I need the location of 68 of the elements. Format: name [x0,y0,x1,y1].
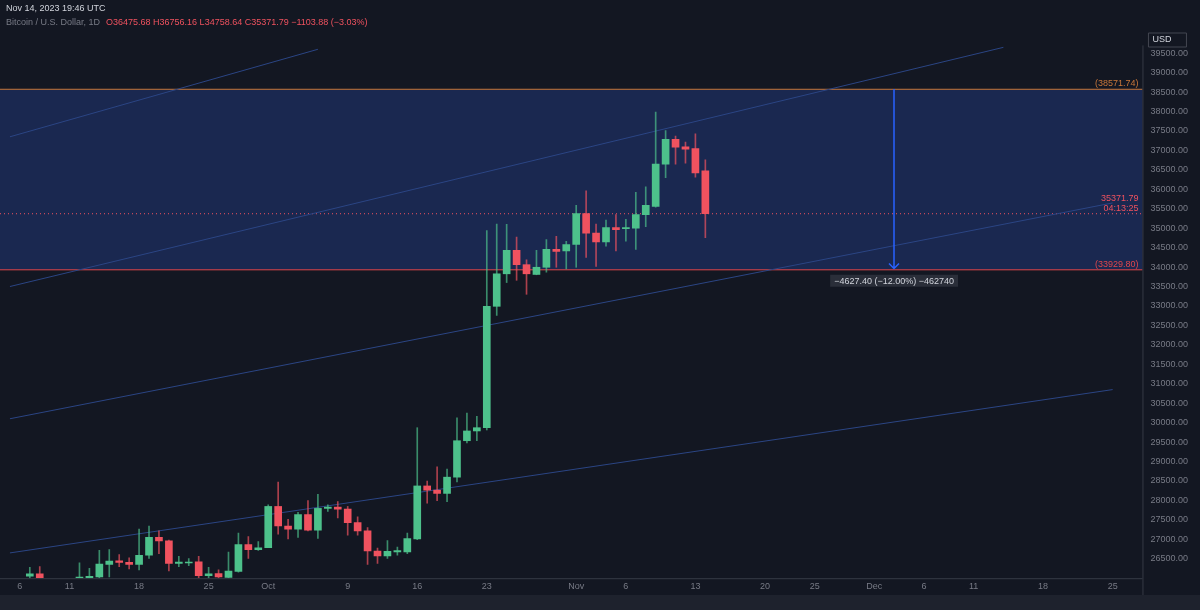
candlestick [135,528,143,571]
x-tick-label: 9 [345,581,351,592]
annotation: −4627.40 (−12.00%) −462740 [834,276,955,287]
y-tick-label: 38000.00 [1150,106,1189,116]
y-tick-label: 32000.00 [1150,339,1189,350]
x-tick-label: Dec [866,581,883,592]
candlestick [552,236,561,268]
y-tick-label: 26500.00 [1150,553,1189,564]
candlestick [115,554,124,567]
x-tick-label: 11 [64,581,75,592]
x-tick-label: Oct [261,581,276,592]
y-tick-label: 33500.00 [1150,281,1189,292]
x-tick-label: 6 [623,581,629,592]
x-tick-label: 18 [1038,581,1049,592]
candlestick [324,504,332,512]
x-tick-label: 16 [412,581,423,592]
y-tick-label: 32500.00 [1150,319,1189,330]
candlestick [592,223,600,267]
y-tick-label: 33000.00 [1150,300,1189,311]
y-tick-label: 29500.00 [1150,436,1189,447]
y-tick-label: 31500.00 [1150,358,1189,369]
y-tick-label: 28500.00 [1150,475,1189,486]
y-tick-label: 36500.00 [1150,164,1189,175]
x-tick-label: 6 [921,581,927,592]
candlestick [622,219,630,242]
y-axis-title: USD [1152,34,1172,45]
candlestick [433,466,441,501]
x-tick-label: Nov [568,581,585,592]
x-tick-label: 20 [759,581,770,592]
candlestick [105,549,114,578]
y-tick-label: 37500.00 [1150,125,1189,136]
x-tick-label: 11 [968,581,979,592]
y-tick-label: 36000.00 [1150,183,1189,194]
x-tick-label: 25 [203,581,214,592]
candlestick [473,415,481,442]
y-tick-label: 31000.00 [1150,378,1189,389]
chart-title: Bitcoin / U.S. Dollar, 1D [6,17,101,27]
x-tick-label: 25 [1107,581,1118,592]
y-tick-label: 35500.00 [1150,203,1189,214]
x-tick-label: 25 [809,581,820,592]
ref-line-label: (38571.74) [1094,78,1139,89]
candlestick [284,519,292,540]
x-tick-label: 13 [690,581,701,592]
x-tick-label: 6 [17,581,23,592]
candlestick [641,186,650,227]
y-tick-label: 34000.00 [1150,261,1189,272]
y-tick-label: 28000.00 [1150,494,1189,505]
y-tick-label: 39000.00 [1150,67,1189,78]
y-tick-label: 39500.00 [1150,47,1189,58]
ref-line-label: 35371.79 04:13:25 [1100,192,1139,213]
text: O36475.68 H36756.16 L34758.64 C35371.79 −1103.88 (−3.03%) [106,17,368,27]
ref-line-label: (33929.80) [1094,258,1139,269]
candlestick [155,530,163,554]
candlestick [631,192,640,250]
y-tick-label: 30500.00 [1150,397,1189,408]
y-tick-label: 34500.00 [1150,242,1189,253]
y-tick-label: 27500.00 [1150,514,1189,525]
y-tick-label: 30000.00 [1150,417,1189,428]
y-tick-label: 27000.00 [1150,533,1189,544]
x-tick-label: 18 [134,581,145,592]
y-tick-label: 29000.00 [1150,456,1189,467]
y-tick-label: 35000.00 [1150,222,1189,233]
y-tick-label: 38500.00 [1150,86,1189,97]
y-tick-label: 37000.00 [1150,144,1189,155]
text: Nov 14, 2023 19:46 UTC [6,3,106,13]
candlestick [612,214,620,252]
candlestick [174,555,183,567]
x-tick-label: 23 [481,581,492,592]
